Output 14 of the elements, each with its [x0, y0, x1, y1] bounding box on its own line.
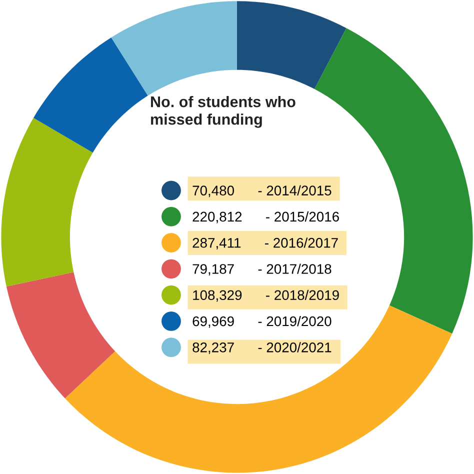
donut-slice: [33, 38, 148, 153]
legend-label: 79,187 - 2017/2018: [192, 264, 332, 276]
donut-slice: [111, 1, 237, 96]
text: No. of students who missed funding: [151, 96, 296, 128]
legend-label: 220,812 - 2015/2016: [192, 211, 339, 224]
donut-slice: [6, 272, 116, 398]
legend-label: 287,411 - 2016/2017: [192, 238, 338, 250]
legend-label: 108,329 - 2018/2019: [193, 290, 339, 302]
legend-label: 70,480 - 2014/2015: [192, 185, 332, 198]
legend-label: 69,969 - 2019/2020: [192, 316, 332, 328]
donut-slice: [237, 1, 346, 89]
donut-slice: [64, 305, 452, 473]
donut-slice: [1, 118, 93, 287]
legend-label: 82,237 - 2020/2021: [192, 342, 332, 354]
